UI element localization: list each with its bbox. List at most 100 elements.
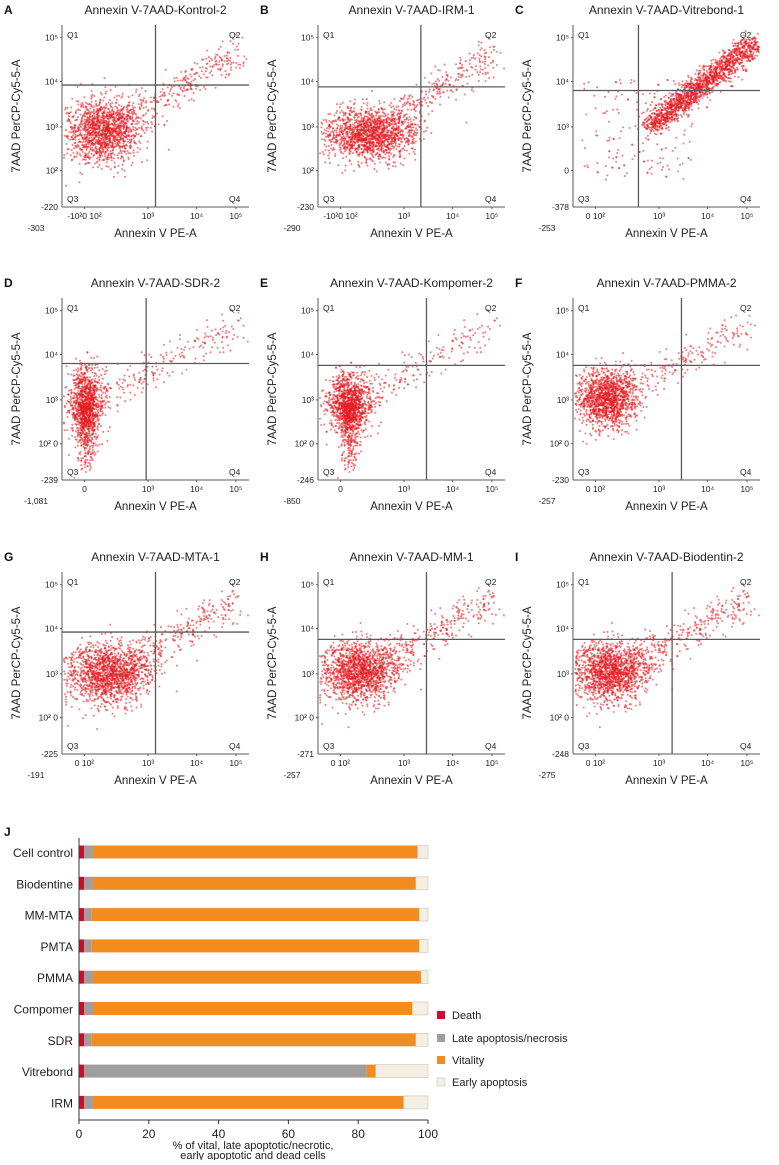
scatter-point [117,143,119,145]
scatter-point [482,69,484,71]
scatter-point [140,104,142,106]
scatter-point [470,66,472,68]
scatter-point [472,90,474,92]
scatter-point [93,106,95,108]
scatter-point [339,106,341,108]
scatter-point [137,151,139,153]
scatter-point [88,133,90,135]
scatter-point [342,133,344,135]
scatter-point [133,149,135,151]
scatter-point [73,156,75,158]
scatter-point [678,82,680,84]
scatter-point [354,119,356,121]
y-axis-label: 7AAD PerCP-Cy5-5-A [267,59,279,172]
scatter-point [93,148,95,150]
scatter-point [365,158,367,160]
scatter-point [681,80,683,82]
scatter-point [366,108,368,110]
scatter-point [85,162,87,164]
scatter-point [344,169,346,171]
scatter-point [84,113,86,115]
scatter-point [176,93,178,95]
scatter-point [128,111,130,113]
scatter-point [109,147,111,149]
scatter-point [373,106,375,108]
scatter-point [228,73,230,75]
scatter-point [387,152,389,154]
scatter-point [111,142,113,144]
scatter-point [97,166,99,168]
scatter-point [469,63,471,65]
scatter-point [113,123,115,125]
scatter-point [458,67,460,69]
scatter-point [362,126,364,128]
scatter-point [118,112,120,114]
scatter-point [134,106,136,108]
x-tick-label: 10⁵ [229,211,242,221]
scatter-point [94,120,96,122]
scatter-point [94,129,96,131]
scatter-point [715,59,717,61]
scatter-point [132,126,134,128]
scatter-point [482,73,484,75]
scatter-point [220,46,222,48]
scatter-point [173,92,175,94]
scatter-point [208,56,210,58]
scatter-point [147,123,149,125]
scatter-point [720,91,722,93]
scatter-point [455,89,457,91]
scatter-point [87,143,89,145]
scatter-point [390,123,392,125]
scatter-point [332,127,334,129]
scatter-point [620,130,622,132]
scatter-point [608,91,610,93]
scatter-point [70,106,72,108]
scatter-point [373,168,375,170]
scatter-point [132,162,134,164]
scatter-point [484,52,486,54]
scatter-point [68,113,70,115]
scatter-point [327,154,329,156]
scatter-point [393,140,395,142]
scatter-point [106,144,108,146]
scatter-point [99,140,101,142]
scatter-point [407,109,409,111]
scatter-point [168,149,170,151]
scatter-point [741,67,743,69]
scatter-point [81,135,83,137]
scatter-point [347,126,349,128]
scatter-point [450,77,452,79]
scatter-point [408,116,410,118]
scatter-point [121,146,123,148]
scatter-point [489,46,491,48]
scatter-point [97,137,99,139]
scatter-point [646,118,648,120]
scatter-point [375,115,377,117]
scatter-point [736,42,738,44]
scatter-point [686,113,688,115]
scatter-point [172,106,174,108]
scatter-point [395,142,397,144]
scatter-point [325,145,327,147]
scatter-point [72,152,74,154]
scatter-point [350,106,352,108]
panel-letter: C [515,3,524,17]
scatter-point [224,70,226,72]
scatter-point [109,99,111,101]
scatter-point [412,139,414,141]
scatter-point [359,151,361,153]
scatter-point [362,98,364,100]
scatter-point [646,121,648,123]
scatter-point [338,119,340,121]
scatter-point [149,101,151,103]
scatter-point [116,115,118,117]
scatter-point [76,151,78,153]
scatter-point [395,106,397,108]
scatter-point [706,65,708,67]
scatter-point [186,77,188,79]
scatter-point [71,98,73,100]
x-tick-label: -10²0 10² [67,211,102,221]
y-tick-label: 10⁵ [301,33,314,43]
scatter-point [345,112,347,114]
